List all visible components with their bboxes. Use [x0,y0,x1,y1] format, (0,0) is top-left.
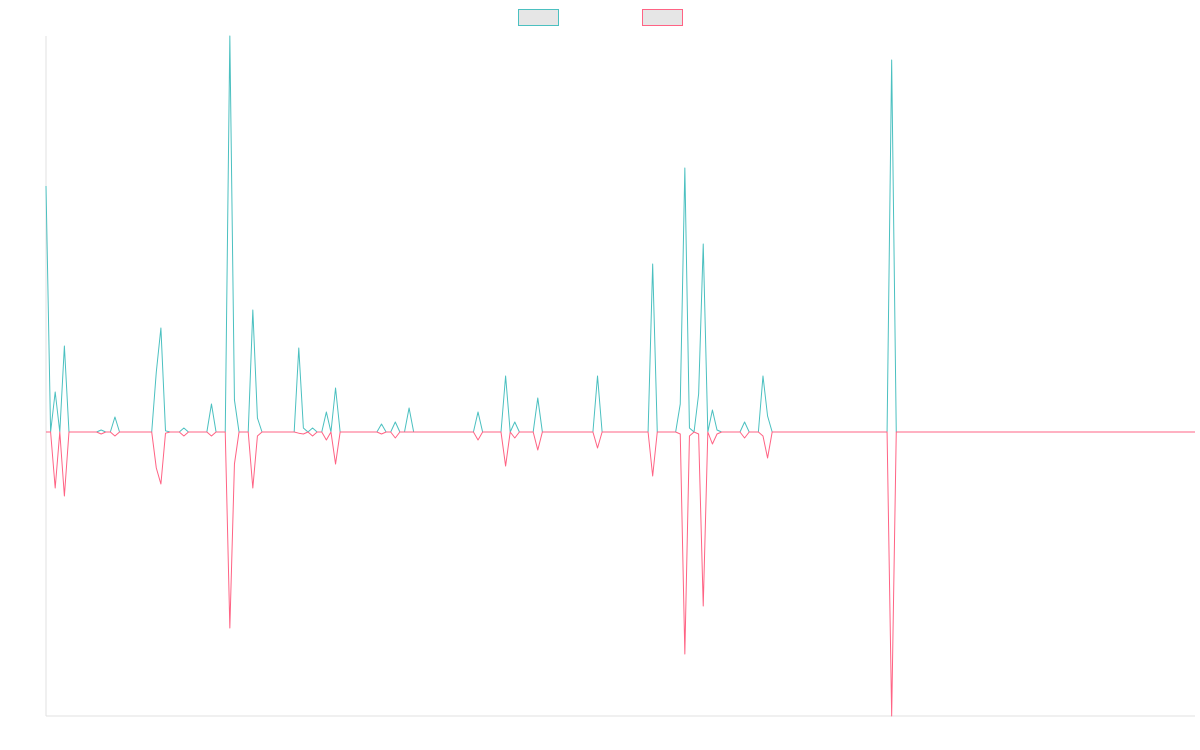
data-line [46,431,1195,717]
legend-swatch[interactable] [518,9,559,26]
legend-swatch[interactable] [642,9,683,26]
data-line [45,35,1195,433]
